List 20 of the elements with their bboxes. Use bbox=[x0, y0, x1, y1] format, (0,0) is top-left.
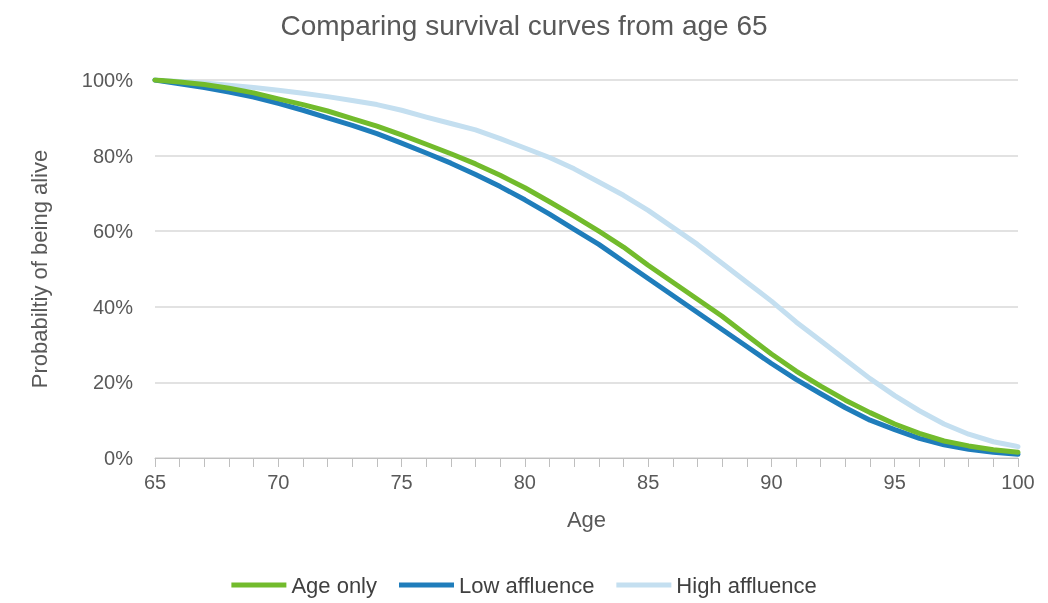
x-tick-label: 90 bbox=[760, 471, 783, 493]
x-tick-label: 100 bbox=[1001, 471, 1035, 493]
x-tick-label: 95 bbox=[883, 471, 906, 493]
x-tick-label: 85 bbox=[637, 471, 660, 493]
chart-title: Comparing survival curves from age 65 bbox=[280, 9, 768, 41]
legend-label: Age only bbox=[291, 572, 378, 598]
x-tick-label: 80 bbox=[513, 471, 536, 493]
y-tick-label: 20% bbox=[92, 371, 134, 394]
y-tick-label: 100% bbox=[81, 69, 134, 91]
x-tick-label: 70 bbox=[267, 471, 290, 493]
y-axis-title: Probabiltiy of being alive bbox=[26, 149, 52, 389]
y-tick-label: 60% bbox=[92, 220, 134, 243]
x-axis-title: Age bbox=[566, 506, 607, 532]
legend-label: High affluence bbox=[676, 572, 817, 598]
x-tick-label: 65 bbox=[143, 471, 167, 493]
y-tick-label: 0% bbox=[104, 447, 134, 469]
legend-label: Low affluence bbox=[459, 572, 595, 598]
y-tick-label: 80% bbox=[92, 144, 134, 167]
x-tick-label: 75 bbox=[390, 471, 413, 493]
y-tick-label: 40% bbox=[92, 295, 134, 318]
